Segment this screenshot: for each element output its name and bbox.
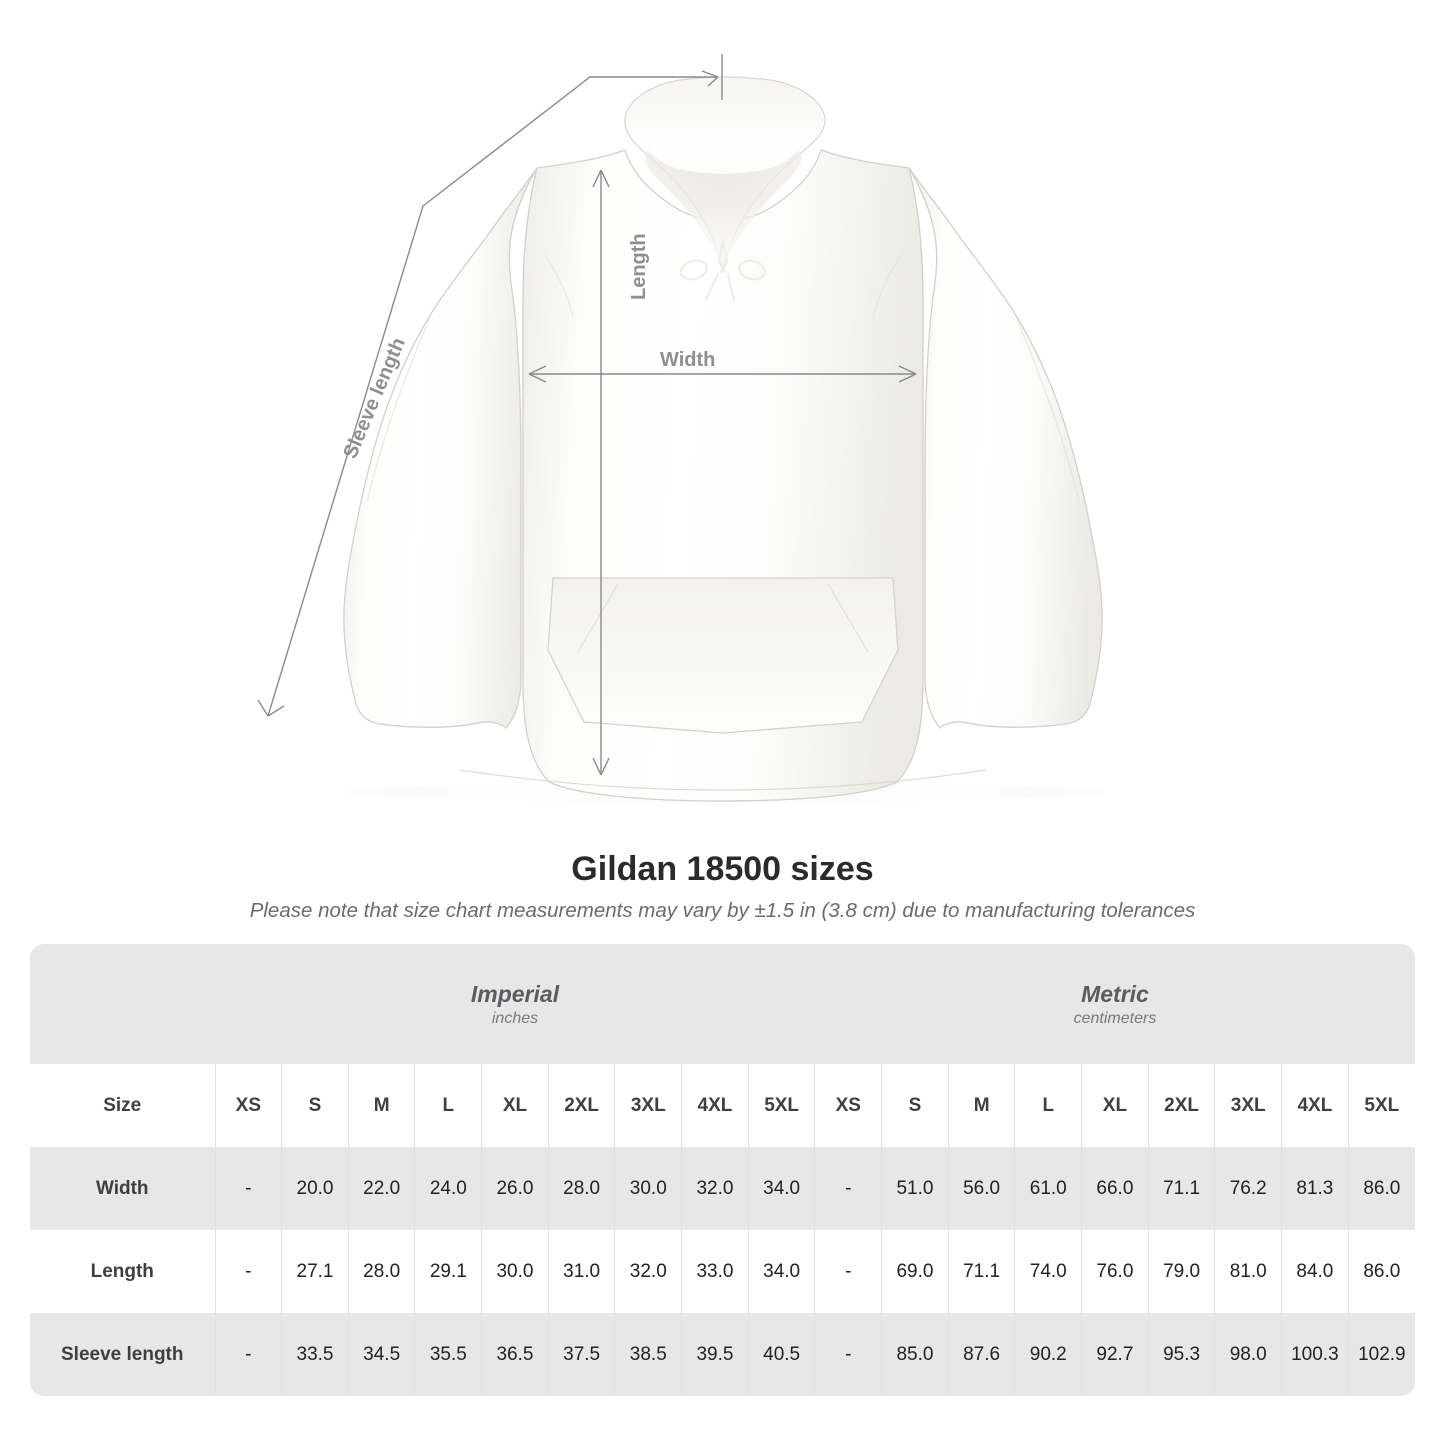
svg-text:Length: Length (628, 233, 650, 300)
svg-text:Width: Width (660, 349, 715, 371)
